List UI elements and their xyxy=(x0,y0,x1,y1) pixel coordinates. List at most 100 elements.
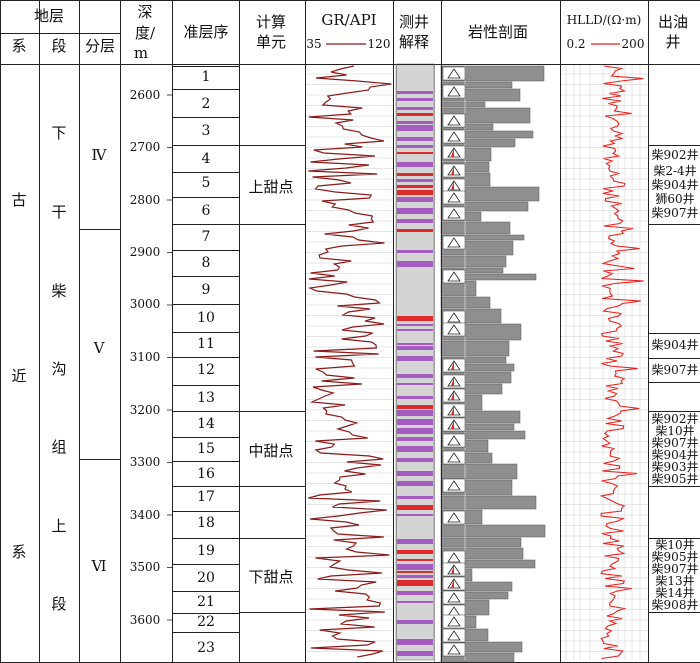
interp-band xyxy=(397,113,433,116)
logging-header-1: 测井 xyxy=(398,13,430,31)
triangle-icon xyxy=(447,208,461,219)
sequence-number: 17 xyxy=(197,489,215,505)
interp-band xyxy=(397,324,433,326)
logging-header-2: 解释 xyxy=(398,33,430,51)
oil-well: 柴902井 xyxy=(651,412,699,426)
interp-band xyxy=(397,564,433,570)
unit-label-middle: 中甜点 xyxy=(248,442,294,460)
oil-well: 柴13井 xyxy=(655,574,695,588)
sequence-number: 3 xyxy=(201,123,211,139)
interp-band xyxy=(397,121,433,124)
interp-band xyxy=(397,229,433,232)
interp-band xyxy=(397,505,433,510)
oil-triangle-icon xyxy=(451,579,454,588)
series-char: 上 xyxy=(51,517,67,535)
interp-band xyxy=(397,185,433,188)
litho-bed xyxy=(440,463,518,480)
interp-band xyxy=(397,539,433,544)
sequence-number: 4 xyxy=(201,151,211,167)
unit-header-2: 单元 xyxy=(255,33,287,51)
interp-band xyxy=(397,346,433,350)
series-char: 沟 xyxy=(51,360,67,378)
triangle-icon xyxy=(447,312,461,323)
gr-title: GR/API xyxy=(321,11,377,29)
interp-band xyxy=(397,601,433,603)
oil-well: 柴904井 xyxy=(651,178,699,192)
series-char: 柴 xyxy=(51,282,67,300)
triangle-icon xyxy=(447,237,461,248)
sequence-number: 14 xyxy=(197,416,215,432)
litho-bed xyxy=(440,340,510,357)
triangle-icon xyxy=(447,271,461,282)
triangle-icon xyxy=(447,480,461,491)
interp-band xyxy=(397,471,433,476)
oil-well: 柴902井 xyxy=(651,148,699,162)
interp-band xyxy=(397,329,433,331)
unit-header-1: 计算 xyxy=(255,13,287,31)
depth-tick: 2900 xyxy=(129,245,161,259)
oil-well: 柴904井 xyxy=(651,338,699,352)
triangle-icon xyxy=(447,86,461,97)
interp-band xyxy=(397,639,433,645)
unit-label-upper: 上甜点 xyxy=(248,178,294,196)
system-char: 系 xyxy=(11,543,27,561)
series-char: 下 xyxy=(51,124,67,142)
depth-tick: 3600 xyxy=(129,613,161,627)
sequence-header: 准层序 xyxy=(183,23,229,41)
sequence-number: 10 xyxy=(197,310,215,326)
system-char: 古 xyxy=(11,191,27,209)
triangle-icon xyxy=(447,512,461,523)
interp-band xyxy=(397,446,433,452)
interp-band xyxy=(397,179,433,182)
interp-band xyxy=(397,550,433,554)
oil-well: 柴905井 xyxy=(651,472,699,486)
oil-symbols xyxy=(442,66,466,657)
oil-well: 柴907井 xyxy=(651,562,699,576)
gr-max-label: 120 xyxy=(367,37,391,51)
interp-band xyxy=(397,343,433,345)
triangle-icon xyxy=(447,68,461,79)
interp-band xyxy=(397,374,433,378)
interp-band xyxy=(397,437,433,441)
litho-bed xyxy=(440,221,511,235)
sequence-number: 6 xyxy=(201,203,211,219)
triangle-icon xyxy=(447,552,461,563)
interp-band xyxy=(397,396,433,399)
interp-band xyxy=(397,98,433,101)
interp-band xyxy=(397,208,433,214)
series-char: 组 xyxy=(51,438,67,456)
sequence-number: 23 xyxy=(197,640,215,656)
depth-tick: 3100 xyxy=(129,350,161,364)
sequence-number: 13 xyxy=(197,390,215,406)
sequence-number: 9 xyxy=(201,282,211,298)
hlld-title: HLLD/(Ω·m) xyxy=(566,13,642,27)
interp-band xyxy=(397,481,433,486)
depth-tick: 2600 xyxy=(129,88,161,102)
gr-curve xyxy=(307,65,392,658)
zone-label: Ⅳ xyxy=(91,146,107,164)
logging-interpretation-bands xyxy=(395,63,435,661)
depth-tick: 3000 xyxy=(129,297,161,311)
interp-band xyxy=(397,575,433,578)
oil-well: 柴905井 xyxy=(651,550,699,564)
litho-bed xyxy=(440,101,486,108)
oil-triangle-icon xyxy=(451,420,454,429)
oil-well: 柴907井 xyxy=(651,363,699,377)
interp-band xyxy=(397,107,433,110)
hlld-max-label: 200 xyxy=(621,37,645,51)
interp-band xyxy=(397,197,433,202)
interp-band xyxy=(397,591,433,595)
interp-band xyxy=(397,428,433,434)
depth-tick: 2800 xyxy=(129,193,161,207)
litho-bed xyxy=(440,495,537,510)
depth-tick: 3200 xyxy=(129,403,161,417)
litho-bed xyxy=(440,524,546,538)
depth-header-2: 度/ xyxy=(134,24,156,42)
triangle-icon xyxy=(447,435,461,446)
interp-band xyxy=(397,190,433,195)
interp-band xyxy=(397,405,433,409)
sequence-number: 22 xyxy=(197,614,215,630)
zone-label: Ⅵ xyxy=(91,557,107,575)
series-char: 段 xyxy=(51,595,67,613)
series-char: 干 xyxy=(51,203,67,221)
